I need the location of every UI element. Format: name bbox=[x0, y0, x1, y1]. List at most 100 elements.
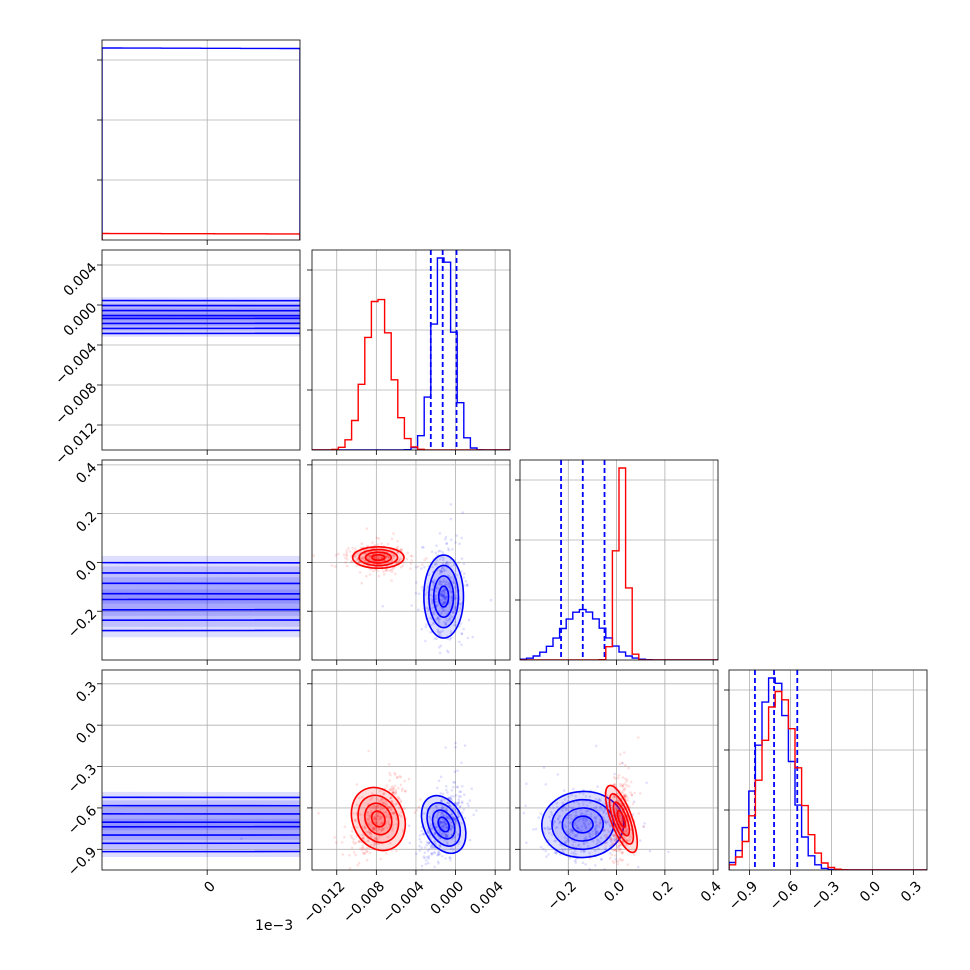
sample-point bbox=[443, 600, 447, 604]
sample-point bbox=[632, 800, 636, 803]
sample-point bbox=[444, 826, 448, 830]
sample-point bbox=[594, 806, 597, 810]
sample-point bbox=[388, 569, 391, 573]
sample-point bbox=[532, 828, 535, 831]
sample-point bbox=[440, 570, 444, 574]
sample-point bbox=[425, 840, 429, 844]
sample-point bbox=[577, 844, 580, 847]
sample-point bbox=[534, 827, 538, 831]
sample-point bbox=[372, 828, 375, 831]
sample-point bbox=[459, 606, 462, 609]
sample-point bbox=[444, 579, 448, 583]
sample-point bbox=[573, 859, 577, 863]
sample-point bbox=[562, 824, 566, 827]
sample-point bbox=[376, 805, 379, 809]
sample-point bbox=[442, 556, 445, 560]
sample-point bbox=[424, 625, 428, 629]
sample-point bbox=[591, 830, 595, 833]
sample-point bbox=[430, 607, 434, 610]
sample-point bbox=[387, 557, 391, 560]
sample-point bbox=[422, 546, 425, 549]
sample-point bbox=[368, 573, 372, 576]
sample-point bbox=[613, 782, 617, 786]
sample-point bbox=[441, 594, 444, 598]
scatter-panel-3-0 bbox=[102, 791, 300, 858]
sample-point bbox=[423, 856, 426, 860]
sample-point bbox=[585, 810, 588, 813]
sample-point bbox=[558, 820, 562, 824]
sample-point bbox=[376, 830, 379, 833]
sample-point bbox=[410, 559, 414, 562]
sample-point bbox=[579, 808, 583, 812]
sample-point bbox=[370, 806, 373, 810]
sample-point bbox=[455, 534, 459, 537]
sample-point bbox=[389, 773, 392, 777]
sample-point bbox=[447, 796, 451, 799]
sample-point bbox=[617, 845, 621, 848]
sample-point bbox=[438, 843, 441, 847]
sample-point bbox=[584, 826, 588, 829]
sample-point bbox=[448, 804, 452, 808]
sample-point bbox=[447, 801, 450, 805]
sample-point bbox=[432, 613, 436, 616]
contour-line bbox=[428, 564, 460, 629]
sample-point bbox=[431, 582, 435, 586]
sample-point bbox=[442, 824, 446, 828]
sample-point bbox=[423, 846, 427, 849]
sample-point bbox=[431, 621, 435, 624]
sample-point bbox=[642, 825, 645, 828]
sample-point bbox=[400, 565, 403, 569]
sample-point bbox=[584, 863, 587, 866]
sample-point bbox=[425, 623, 428, 626]
sample-point bbox=[449, 797, 452, 801]
sample-point bbox=[423, 851, 427, 855]
sample-point bbox=[552, 806, 555, 810]
sample-point bbox=[577, 843, 581, 847]
sample-point bbox=[448, 617, 452, 620]
sample-point bbox=[457, 800, 461, 804]
sample-point bbox=[434, 594, 438, 598]
sample-point bbox=[594, 817, 597, 820]
sample-point bbox=[452, 818, 456, 821]
sample-point bbox=[452, 579, 456, 582]
density-fill bbox=[102, 302, 300, 332]
sample-point bbox=[439, 593, 443, 597]
sample-point bbox=[613, 772, 616, 776]
sample-point bbox=[397, 786, 400, 790]
sample-point bbox=[586, 804, 589, 807]
sample-point bbox=[622, 316, 625, 319]
sample-point bbox=[391, 568, 394, 571]
density-fill bbox=[102, 297, 300, 337]
density-fill bbox=[427, 802, 461, 847]
sample-point bbox=[381, 604, 385, 608]
sample-point bbox=[581, 800, 585, 803]
sample-point bbox=[406, 551, 410, 555]
sample-point bbox=[439, 812, 443, 815]
sample-point bbox=[392, 791, 396, 795]
sample-point bbox=[350, 560, 353, 564]
sample-point bbox=[472, 813, 476, 817]
sample-point bbox=[373, 842, 376, 846]
sample-point bbox=[433, 865, 436, 869]
sample-point bbox=[362, 837, 365, 840]
sample-point bbox=[417, 592, 421, 596]
sample-point bbox=[444, 832, 448, 836]
sample-point bbox=[424, 639, 427, 643]
sample-point bbox=[560, 848, 564, 851]
sample-point bbox=[577, 802, 581, 806]
sample-point bbox=[442, 593, 445, 597]
contour-line bbox=[364, 551, 393, 564]
sample-point bbox=[576, 833, 579, 836]
sample-point bbox=[371, 827, 375, 830]
sample-point bbox=[392, 810, 396, 814]
sample-point bbox=[364, 551, 368, 555]
sample-point bbox=[440, 593, 443, 596]
sample-point bbox=[365, 830, 369, 833]
sample-point bbox=[362, 851, 365, 855]
sample-point bbox=[390, 805, 393, 809]
sample-point bbox=[344, 561, 348, 564]
sample-point bbox=[441, 811, 445, 815]
panel-3-1 bbox=[307, 670, 510, 875]
sample-point bbox=[445, 815, 449, 819]
sample-point bbox=[388, 771, 391, 775]
